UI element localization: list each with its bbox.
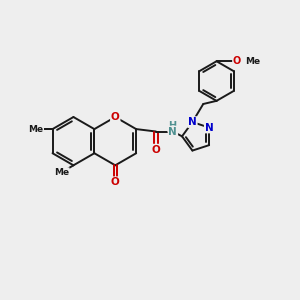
Text: O: O — [111, 112, 120, 122]
Text: N: N — [205, 122, 214, 133]
Text: Me: Me — [245, 57, 260, 66]
Text: N: N — [169, 127, 177, 136]
Text: O: O — [233, 56, 241, 66]
Text: Me: Me — [28, 124, 43, 134]
Text: O: O — [111, 177, 120, 187]
Text: Me: Me — [54, 168, 69, 177]
Text: O: O — [152, 145, 160, 154]
Text: H: H — [168, 121, 176, 131]
Text: N: N — [188, 117, 197, 127]
Text: Me: Me — [28, 124, 43, 134]
